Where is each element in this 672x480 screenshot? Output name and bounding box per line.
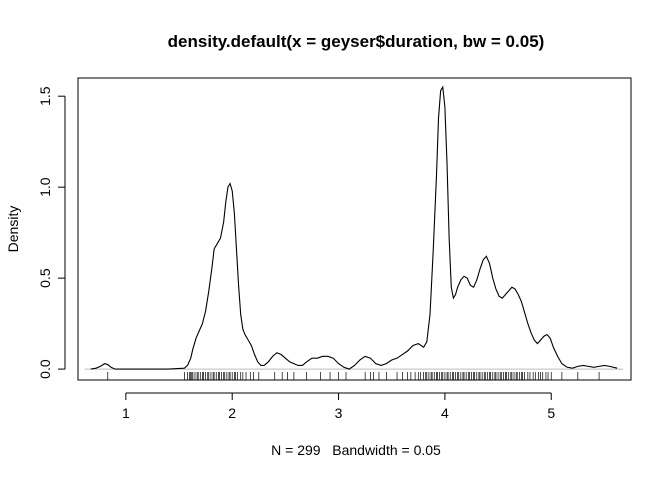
y-tick-label: 0.5 — [37, 268, 53, 288]
rug-marks — [107, 372, 600, 380]
x-tick-label: 3 — [335, 405, 343, 421]
y-axis-label: Density — [5, 206, 21, 253]
y-axis: 0.0 0.5 1.0 1.5 — [37, 86, 66, 379]
chart-title: density.default(x = geyser$duration, bw … — [168, 32, 545, 51]
x-tick-label: 1 — [122, 405, 130, 421]
x-axis: 1 2 3 4 5 — [122, 392, 555, 421]
x-axis-label: N = 299 Bandwidth = 0.05 — [271, 442, 441, 458]
y-tick-label: 0.0 — [37, 359, 53, 379]
x-tick-label: 2 — [228, 405, 236, 421]
x-tick-label: 4 — [441, 405, 449, 421]
y-tick-label: 1.0 — [37, 177, 53, 197]
plot-frame — [77, 77, 632, 381]
density-curve — [90, 85, 618, 370]
x-tick-label: 5 — [547, 405, 555, 421]
y-tick-label: 1.5 — [37, 86, 53, 106]
